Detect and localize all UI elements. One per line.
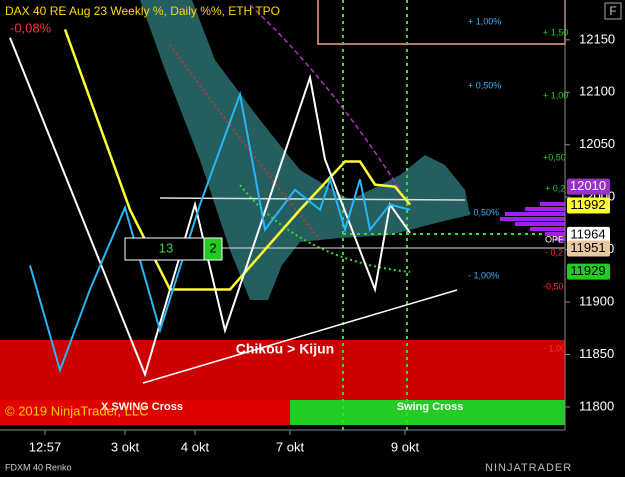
right-label: +0,50 bbox=[543, 152, 566, 162]
y-tick-label: 12050 bbox=[579, 136, 615, 151]
bar-label: Swing Cross bbox=[397, 401, 464, 413]
red-band bbox=[0, 340, 565, 400]
counter-value: 13 bbox=[159, 240, 173, 255]
volume-profile bbox=[500, 202, 565, 241]
price-tag-label: 11964 bbox=[570, 226, 605, 241]
instrument: FDXM 40 Renko bbox=[5, 462, 72, 472]
menu-label[interactable]: F bbox=[609, 4, 616, 18]
right-label: - 1,00 bbox=[543, 343, 566, 353]
y-tick-label: 11850 bbox=[579, 346, 614, 361]
price-tag-label: 12010 bbox=[570, 178, 606, 193]
percent-label: + 1,00% bbox=[468, 16, 501, 26]
x-tick-label: 3 okt bbox=[111, 439, 140, 454]
price-tag bbox=[567, 240, 610, 257]
trend-line bbox=[142, 289, 458, 384]
plot-area bbox=[0, 0, 566, 430]
right-label: + 1,50 bbox=[543, 27, 568, 37]
percent-label: - 1,00% bbox=[468, 270, 499, 280]
price-tag bbox=[567, 178, 610, 195]
counter-value: 2 bbox=[209, 240, 216, 255]
price-tag bbox=[567, 226, 610, 243]
series-line bbox=[63, 28, 411, 291]
red-curve bbox=[169, 44, 321, 241]
percent-label: + 0,50% bbox=[468, 80, 501, 90]
level-line bbox=[159, 197, 466, 201]
x-tick-label: 12:57 bbox=[29, 439, 62, 454]
price-tag bbox=[567, 263, 610, 280]
percent-labels: + 1,00% + 0,50% - 0,50% - 1,00% bbox=[468, 16, 501, 280]
series-line bbox=[9, 37, 411, 378]
y-tick-label: 11800 bbox=[579, 398, 614, 413]
counter-cell bbox=[203, 237, 223, 261]
right-label: -0,50 bbox=[543, 281, 564, 291]
right-label: - 0,2 bbox=[545, 247, 563, 257]
y-tick-label: 12150 bbox=[579, 31, 615, 46]
change: -0,08% bbox=[10, 20, 52, 35]
x-tick-label: 7 okt bbox=[276, 439, 305, 454]
y-tick-label: 11900 bbox=[579, 293, 614, 308]
cloud bbox=[140, 0, 470, 300]
green-bar bbox=[290, 400, 565, 425]
right-label: + 0,2 bbox=[545, 183, 565, 193]
x-tick-label: 9 okt bbox=[391, 439, 420, 454]
price-tag-label: 11951 bbox=[570, 240, 605, 255]
purple-curve bbox=[249, 4, 401, 191]
y-tick-label: 12100 bbox=[579, 84, 615, 99]
percent-label: - 0,50% bbox=[468, 207, 499, 217]
series-line bbox=[29, 90, 411, 374]
bar-label: X SWING Cross bbox=[101, 401, 183, 413]
banner: Chikou > Kijun bbox=[236, 341, 334, 357]
price-tag-label: 11929 bbox=[570, 263, 605, 278]
red-bar bbox=[0, 400, 290, 425]
menu-button[interactable] bbox=[604, 2, 622, 20]
chart-title: DAX 40 RE Aug 23 Weekly %, Daily %%, ETH… bbox=[5, 4, 280, 18]
price-tag bbox=[567, 197, 610, 214]
x-tick-label: 4 okt bbox=[181, 439, 210, 454]
brand: NINJATRADER bbox=[485, 462, 572, 474]
price-tag-label: 11992 bbox=[570, 197, 605, 212]
right-label: OPE bbox=[545, 234, 564, 244]
copyright: © 2019 NinjaTrader, LLC bbox=[5, 403, 149, 418]
right-label: + 1,00 bbox=[543, 90, 568, 100]
